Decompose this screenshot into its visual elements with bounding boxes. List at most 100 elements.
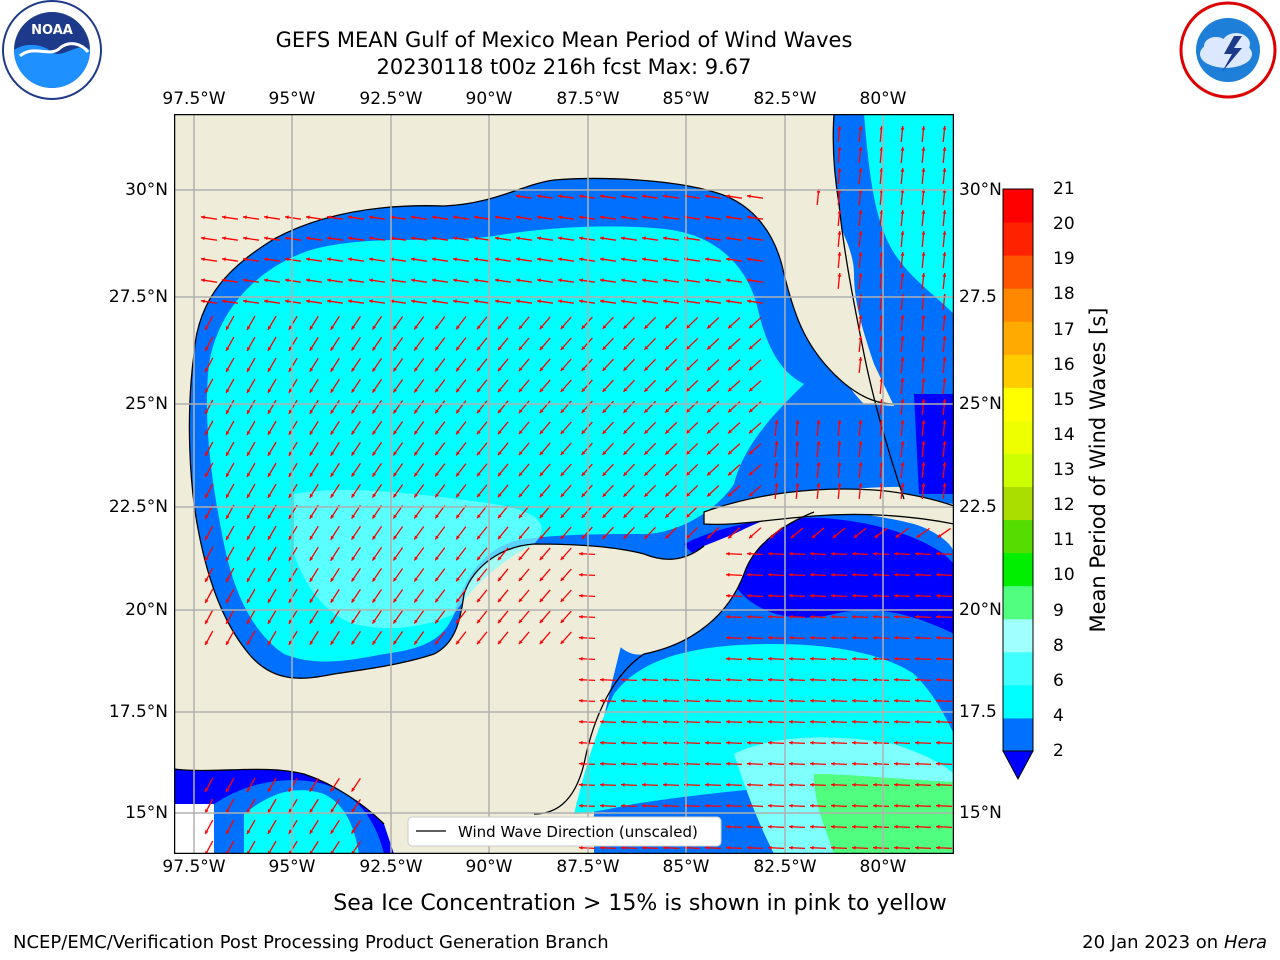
- wind-arrow-head: [558, 257, 562, 262]
- wind-arrow-head: [205, 347, 209, 352]
- colorbar-segment: [1003, 519, 1033, 554]
- wind-arrow-head: [663, 299, 667, 304]
- wind-arrow-head: [288, 325, 293, 330]
- wind-arrow-head: [768, 656, 772, 661]
- wind-arrow-head: [937, 533, 942, 538]
- wind-arrow-head: [747, 782, 751, 787]
- wind-arrow-head: [665, 471, 670, 476]
- wind-arrow-head: [747, 215, 751, 220]
- wind-arrow-head: [518, 535, 523, 540]
- wind-arrow-head: [749, 408, 753, 413]
- wind-arrow-head: [351, 514, 356, 519]
- wind-arrow-head: [288, 367, 293, 372]
- wind-arrow-head: [435, 346, 439, 351]
- wind-arrow-head: [267, 787, 272, 792]
- colorbar-tick-label: 17: [1053, 319, 1075, 340]
- wind-arrow-head: [623, 408, 628, 413]
- wind-arrow-head: [895, 534, 900, 538]
- wind-arrow-head: [747, 803, 751, 808]
- wind-arrow-head: [205, 326, 209, 331]
- wind-arrow-head: [900, 210, 905, 214]
- wind-arrow-head: [921, 357, 926, 361]
- wind-arrow-head: [247, 556, 251, 561]
- wind-arrow-head: [414, 556, 418, 561]
- wind-arrow-head: [579, 635, 583, 640]
- wind-arrow-head: [707, 534, 712, 539]
- wind-arrow-head: [222, 236, 226, 241]
- wind-arrow-head: [852, 656, 856, 661]
- wind-arrow-head: [456, 619, 460, 624]
- wind-arrow-head: [414, 451, 418, 456]
- wind-arrow-head: [537, 299, 541, 304]
- wind-arrow-head: [921, 252, 926, 256]
- wind-arrow-head: [942, 441, 947, 445]
- wind-arrow-head: [309, 829, 314, 834]
- wind-arrow-head: [789, 614, 793, 619]
- wind-arrow-head: [518, 451, 523, 456]
- wind-arrow-head: [306, 215, 310, 220]
- wind-arrow-head: [747, 551, 751, 556]
- wind-arrow-head: [942, 252, 947, 256]
- wind-arrow-head: [768, 761, 772, 766]
- wind-arrow-head: [205, 830, 209, 835]
- wind-arrow-head: [330, 556, 335, 561]
- wind-arrow-head: [537, 257, 541, 262]
- wind-arrow-head: [774, 483, 779, 487]
- wind-arrow-head: [560, 409, 565, 414]
- wind-arrow-head: [915, 845, 919, 850]
- wind-arrow-head: [560, 388, 565, 393]
- wind-arrow-head: [873, 635, 877, 640]
- wind-arrow-head: [288, 640, 293, 645]
- wind-arrow-head: [518, 640, 523, 645]
- wind-arrow-head: [267, 325, 272, 330]
- wind-arrow-head: [267, 346, 272, 351]
- wind-arrow-head: [518, 598, 523, 603]
- wind-arrow-head: [728, 534, 732, 539]
- wind-arrow-head: [267, 640, 272, 645]
- wind-arrow-head: [411, 278, 415, 283]
- wind-arrow-head: [497, 493, 502, 498]
- wind-arrow-head: [642, 803, 646, 808]
- wind-arrow-head: [623, 366, 628, 371]
- wind-arrow-head: [768, 782, 772, 787]
- wind-arrow-head: [816, 483, 821, 487]
- wind-arrow-head: [831, 593, 835, 598]
- wind-arrow-head: [774, 420, 779, 424]
- wind-arrow-head: [831, 635, 835, 640]
- wind-arrow-head: [663, 236, 667, 241]
- wind-arrow-head: [621, 194, 625, 199]
- wind-arrow-head: [642, 194, 646, 199]
- wind-arrow-head: [790, 534, 795, 539]
- wind-arrow-head: [600, 278, 604, 283]
- wind-arrow-head: [831, 740, 835, 745]
- wind-arrow-head: [921, 315, 926, 319]
- wind-arrow-head: [372, 325, 377, 330]
- wind-arrow-head: [330, 325, 335, 330]
- wind-arrow-head: [351, 430, 356, 435]
- wind-arrow-head: [602, 492, 607, 497]
- wind-arrow-head: [414, 514, 418, 519]
- wind-arrow-head: [497, 325, 502, 330]
- wind-arrow-head: [852, 824, 856, 829]
- wind-arrow-head: [837, 168, 842, 172]
- wind-arrow-head: [477, 514, 481, 519]
- wind-arrow-head: [579, 257, 583, 262]
- wind-arrow-head: [663, 677, 667, 682]
- wind-arrow-head: [915, 635, 919, 640]
- lat-label-right: 20°N: [959, 600, 1002, 620]
- wind-arrow-head: [226, 808, 230, 813]
- wind-arrow-head: [768, 698, 772, 703]
- wind-arrow-head: [330, 388, 335, 393]
- wind-arrow-head: [435, 367, 439, 372]
- wind-arrow-head: [226, 388, 230, 393]
- wind-arrow-head: [309, 409, 314, 414]
- wind-arrow-head: [306, 299, 310, 304]
- wind-arrow-head: [560, 346, 565, 351]
- wind-arrow-head: [205, 809, 209, 814]
- wind-arrow-head: [644, 471, 649, 476]
- wind-arrow-head: [921, 441, 926, 445]
- wind-arrow-head: [894, 761, 898, 766]
- wind-arrow-head: [518, 514, 523, 519]
- wind-arrow-head: [789, 845, 793, 850]
- wind-arrow-head: [665, 534, 670, 539]
